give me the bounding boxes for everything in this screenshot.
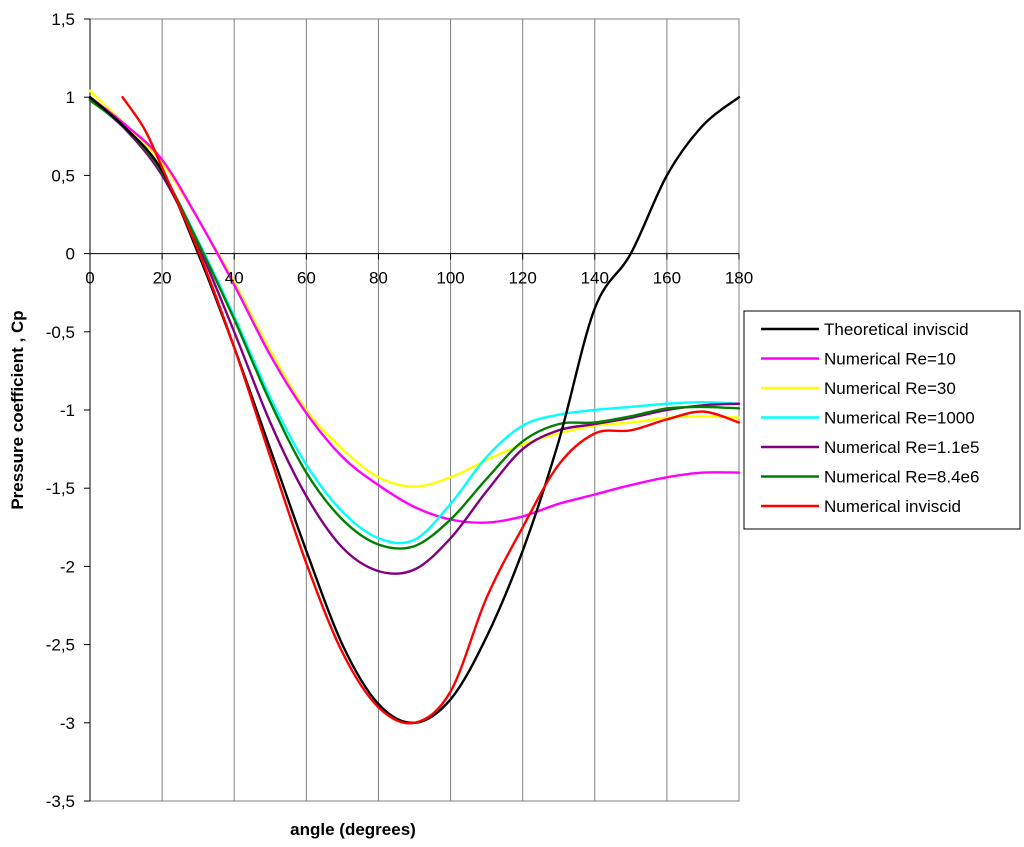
y-tick-label: -1	[60, 401, 75, 420]
legend-label-numerical-re-1000: Numerical Re=1000	[824, 409, 975, 428]
y-tick-label: 1	[66, 88, 75, 107]
plot-area	[89, 18, 740, 802]
x-axis-title: angle (degrees)	[290, 820, 416, 839]
legend-items: Theoretical inviscid Numerical Re=10 Numer…	[761, 320, 979, 516]
y-axis-title: Pressure coefficient , Cp	[8, 310, 27, 509]
y-tick-label: -2	[60, 557, 75, 576]
y-tick-label: 0,5	[51, 166, 75, 185]
y-tick-label: 1,5	[51, 10, 75, 29]
x-tick-label: 80	[369, 269, 388, 288]
y-tick-label: 0	[66, 245, 75, 264]
legend-box	[743, 310, 1021, 530]
legend-label-numerical-re-8-4e6: Numerical Re=8.4e6	[824, 468, 979, 487]
y-tick-label: -3,5	[46, 792, 75, 811]
y-tick-label: -2,5	[46, 636, 75, 655]
x-tick-label: 60	[297, 269, 316, 288]
series-group	[88, 89, 741, 725]
y-tick-label: -1,5	[46, 479, 75, 498]
legend-label-numerical-inviscid: Numerical inviscid	[824, 497, 961, 516]
x-tick-label: 40	[225, 269, 244, 288]
y-tick-label: -3	[60, 714, 75, 733]
legend-label-numerical-re-30: Numerical Re=30	[824, 379, 956, 398]
x-tick-label: 180	[725, 269, 753, 288]
series-line-numerical-re-8-4e6	[88, 99, 741, 550]
x-tick-label: 160	[653, 269, 681, 288]
legend-label-numerical-re-10: Numerical Re=10	[824, 350, 956, 369]
x-tick-label: 140	[581, 269, 609, 288]
x-tick-label: 0	[85, 269, 94, 288]
legend-label-numerical-re-1-1e5: Numerical Re=1.1e5	[824, 438, 979, 457]
series-line-numerical-re-1-1e5	[88, 97, 741, 575]
x-tick-label: 20	[153, 269, 172, 288]
series-line-numerical-re-10	[88, 96, 741, 524]
legend-label-theoretical-inviscid: Theoretical inviscid	[824, 320, 969, 339]
x-tick-label: 100	[436, 269, 464, 288]
series-line-numerical-inviscid	[121, 96, 741, 725]
y-tick-label: -0,5	[46, 323, 75, 342]
legend: Theoretical inviscid Numerical Re=10 Numer…	[743, 310, 1021, 530]
tick-labels: 1,5 1 0,5 0 -0,5 -1 -1,5 -2 -2,5 -3 -3,5 0 20 40 60 80 1…	[46, 10, 753, 811]
x-tick-label: 120	[508, 269, 536, 288]
